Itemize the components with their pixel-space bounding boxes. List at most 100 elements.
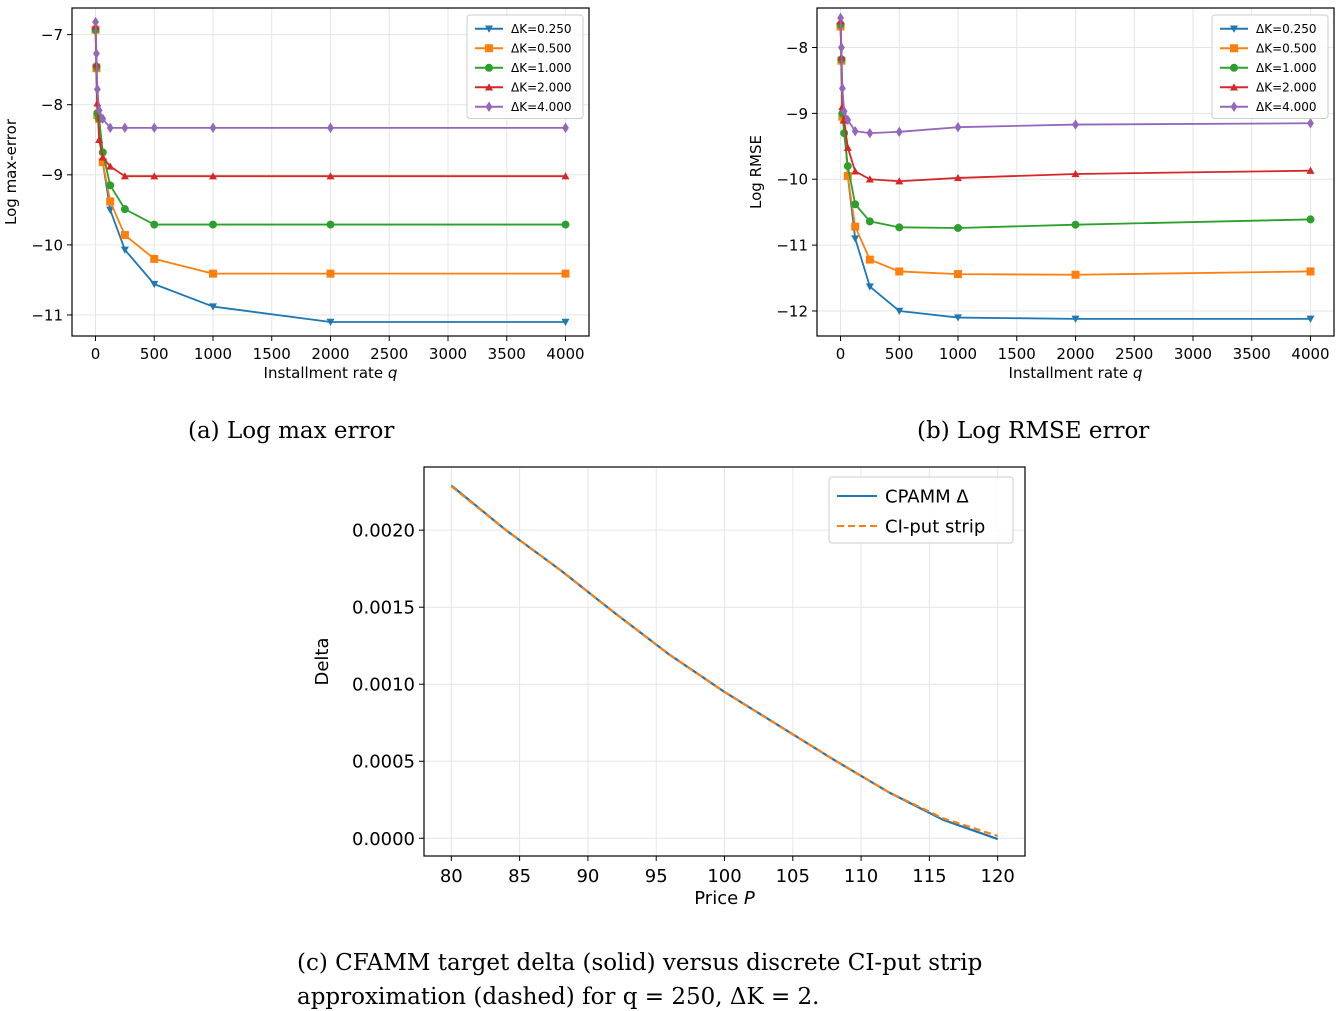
x-axis-label: Installment rate q [1009, 364, 1143, 382]
legend-label: CPAMM Δ [885, 486, 969, 507]
y-tick-label: −8 [786, 39, 808, 57]
data-point [865, 175, 874, 183]
legend-marker [1230, 25, 1238, 33]
data-point [150, 254, 159, 263]
data-point [865, 217, 874, 226]
data-point [93, 99, 102, 107]
data-point [95, 105, 103, 116]
x-tick-label: 4000 [546, 345, 584, 363]
data-point [954, 173, 962, 182]
data-point [1306, 315, 1315, 323]
data-point [1071, 270, 1080, 279]
caption-c-line2: approximation (dashed) for q = 250, ΔK =… [297, 984, 820, 1010]
data-point [1071, 220, 1080, 229]
data-point [92, 16, 99, 28]
data-point [851, 125, 859, 137]
legend-label: ΔK=1.000 [1256, 61, 1317, 75]
x-tick-label: 90 [576, 866, 599, 887]
x-tick-label: 3000 [1174, 345, 1212, 363]
y-tick-label: 0.0005 [352, 752, 415, 773]
legend-label: ΔK=4.000 [511, 100, 572, 114]
data-point [95, 135, 104, 143]
legend-label: CI-put strip [885, 516, 985, 537]
x-tick-label: 2500 [370, 345, 408, 363]
data-point [895, 126, 903, 138]
data-point [954, 314, 962, 322]
data-point [106, 197, 115, 206]
data-point [98, 153, 107, 161]
data-point [561, 220, 570, 229]
y-axis-label: Delta [312, 637, 333, 685]
y-tick-label: −8 [41, 96, 63, 114]
series-line [450, 485, 999, 838]
data-point [866, 127, 874, 139]
data-point [150, 122, 158, 134]
y-tick-label: −10 [31, 236, 63, 254]
data-point [106, 162, 115, 170]
caption-c-line1: (c) CFAMM target delta (solid) versus di… [297, 950, 983, 976]
x-tick-label: 2000 [311, 345, 349, 363]
data-point [98, 158, 107, 167]
data-point [326, 269, 335, 278]
series-c-1 [450, 485, 999, 838]
data-point [209, 220, 217, 229]
data-point [843, 143, 852, 151]
data-point [120, 246, 129, 254]
x-tick-label: 4000 [1291, 345, 1329, 363]
data-point [326, 172, 335, 180]
y-tick-label: 0.0010 [352, 675, 415, 696]
x-tick-label: 3000 [429, 345, 467, 363]
data-point [327, 122, 334, 134]
data-point [120, 205, 129, 214]
x-tick-label: 3500 [1233, 345, 1271, 363]
data-point [838, 42, 845, 53]
y-axis-label: Log max-error [2, 118, 20, 225]
data-point [954, 122, 962, 133]
y-tick-label: −9 [786, 105, 808, 123]
data-point [120, 172, 129, 180]
data-point [106, 206, 115, 214]
data-point [1306, 166, 1315, 174]
data-point [851, 167, 860, 175]
legend-label: ΔK=1.000 [511, 61, 572, 75]
legend-label: ΔK=4.000 [1256, 100, 1317, 114]
data-point [209, 172, 217, 180]
x-tick-label: 115 [912, 866, 946, 887]
y-tick-label: −12 [776, 302, 808, 320]
caption-a: (a) Log max error [188, 418, 395, 444]
legend-label: ΔK=2.000 [511, 81, 572, 95]
legend-marker [1230, 83, 1238, 91]
x-tick-label: 105 [776, 866, 810, 887]
data-point [843, 171, 852, 180]
data-point [895, 177, 904, 185]
data-point [1071, 315, 1080, 323]
data-point [1071, 169, 1080, 178]
series-b-4 [837, 12, 1314, 139]
data-point [209, 269, 217, 278]
y-tick-label: 0.0020 [352, 521, 415, 542]
y-tick-label: 0.0000 [352, 829, 415, 850]
caption-b: (b) Log RMSE error [917, 418, 1150, 444]
data-point [93, 48, 100, 59]
data-point [326, 220, 335, 229]
series-a-4 [92, 16, 569, 134]
data-point [895, 267, 904, 276]
data-point [121, 122, 129, 134]
x-tick-label: 95 [645, 866, 668, 887]
data-point [209, 303, 217, 311]
data-point [93, 84, 101, 95]
legend-marker [485, 83, 493, 91]
data-point [150, 220, 159, 229]
legend-marker [485, 63, 493, 72]
data-point [99, 113, 107, 124]
data-point [561, 172, 570, 180]
legend-marker [1230, 101, 1238, 112]
data-point [865, 283, 874, 291]
data-point [209, 122, 217, 134]
data-point [561, 269, 570, 278]
data-point [844, 114, 852, 126]
data-point [843, 162, 852, 171]
legend-b: ΔK=0.250 ΔK=0.500 ΔK=1.000 ΔK=2.000 ΔK=4.000 [1211, 14, 1329, 119]
x-tick-label: 85 [508, 866, 531, 887]
